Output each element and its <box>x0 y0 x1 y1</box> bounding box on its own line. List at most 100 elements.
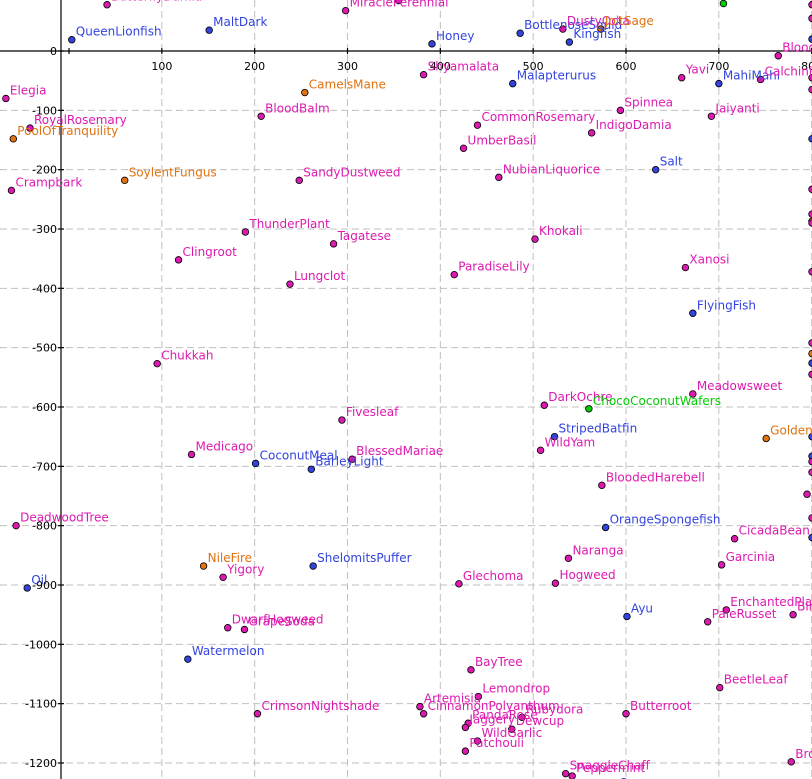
data-point[interactable] <box>174 256 183 264</box>
data-point[interactable] <box>253 710 262 718</box>
data-point[interactable] <box>341 6 350 15</box>
data-point[interactable] <box>808 432 812 441</box>
data-point[interactable] <box>717 561 726 569</box>
data-point[interactable] <box>219 573 227 581</box>
data-point[interactable] <box>623 612 631 621</box>
data-point[interactable] <box>419 710 428 718</box>
data-point[interactable] <box>474 692 483 701</box>
data-point[interactable] <box>540 401 549 409</box>
data-point[interactable] <box>419 71 428 79</box>
data-point[interactable] <box>808 74 812 82</box>
data-point[interactable] <box>585 405 593 413</box>
data-point[interactable] <box>187 450 196 459</box>
data-point[interactable] <box>808 533 812 542</box>
data-point[interactable] <box>26 124 34 132</box>
data-point[interactable] <box>803 490 811 498</box>
data-point[interactable] <box>689 390 697 398</box>
data-point[interactable] <box>568 772 576 779</box>
data-point[interactable] <box>564 554 573 562</box>
data-point[interactable] <box>808 349 812 358</box>
data-point[interactable] <box>461 723 470 732</box>
data-point[interactable] <box>722 606 730 614</box>
data-point[interactable] <box>616 106 625 115</box>
data-point[interactable] <box>561 769 570 778</box>
data-point[interactable] <box>808 219 812 227</box>
data-point[interactable] <box>295 176 303 185</box>
data-point[interactable] <box>808 370 812 379</box>
data-point[interactable] <box>689 309 697 317</box>
data-point[interactable] <box>455 580 463 588</box>
data-point[interactable] <box>808 339 812 347</box>
data-point[interactable] <box>808 1 812 9</box>
data-point[interactable] <box>301 88 309 97</box>
data-point[interactable] <box>459 144 468 153</box>
data-point[interactable] <box>450 270 458 279</box>
data-point[interactable] <box>707 112 716 120</box>
data-point[interactable] <box>12 521 20 530</box>
data-point[interactable] <box>808 210 812 218</box>
data-point[interactable] <box>509 79 517 88</box>
data-point[interactable] <box>565 38 574 46</box>
data-point[interactable] <box>153 359 161 368</box>
data-point[interactable] <box>808 85 812 94</box>
data-point[interactable] <box>808 457 812 466</box>
data-point[interactable] <box>516 29 524 37</box>
data-point[interactable] <box>7 186 16 195</box>
data-point[interactable] <box>808 514 812 522</box>
data-point[interactable] <box>808 359 812 367</box>
data-point[interactable] <box>518 713 526 722</box>
data-point[interactable] <box>338 416 346 424</box>
data-point[interactable] <box>495 173 503 182</box>
data-point[interactable] <box>508 725 516 733</box>
data-point[interactable] <box>808 14 812 23</box>
data-point[interactable] <box>678 73 686 82</box>
data-point[interactable] <box>199 562 208 570</box>
data-point[interactable] <box>473 737 482 745</box>
data-point[interactable] <box>473 121 482 129</box>
data-point[interactable] <box>808 468 812 476</box>
data-point[interactable] <box>309 562 317 570</box>
data-point[interactable] <box>536 446 545 455</box>
data-point[interactable] <box>257 112 265 120</box>
data-point[interactable] <box>808 35 812 43</box>
data-point[interactable] <box>756 75 765 84</box>
data-point[interactable] <box>551 579 560 587</box>
data-point[interactable] <box>716 683 724 692</box>
data-point[interactable] <box>23 584 31 592</box>
data-point[interactable] <box>2 94 10 103</box>
data-point[interactable] <box>184 655 192 663</box>
data-point[interactable] <box>461 747 470 755</box>
data-point[interactable] <box>808 135 812 143</box>
data-point[interactable] <box>416 702 424 711</box>
data-point[interactable] <box>428 40 436 48</box>
data-point[interactable] <box>587 129 596 137</box>
data-point[interactable] <box>241 228 250 236</box>
data-point[interactable] <box>703 618 712 626</box>
data-point[interactable] <box>652 165 660 174</box>
data-point[interactable] <box>68 36 76 44</box>
data-point[interactable] <box>120 176 129 185</box>
data-point[interactable] <box>329 240 338 248</box>
data-point[interactable] <box>307 465 315 473</box>
data-point[interactable] <box>808 268 812 276</box>
data-point[interactable] <box>531 235 539 243</box>
data-point[interactable] <box>622 710 630 718</box>
data-point[interactable] <box>601 523 610 532</box>
data-point[interactable] <box>774 52 782 60</box>
data-point[interactable] <box>251 459 260 468</box>
data-point[interactable] <box>808 452 812 460</box>
data-point[interactable] <box>240 625 249 634</box>
data-point[interactable] <box>550 432 559 441</box>
data-point[interactable] <box>286 280 294 288</box>
data-point[interactable] <box>762 434 770 443</box>
data-point[interactable] <box>467 666 475 674</box>
data-point[interactable] <box>103 1 111 9</box>
data-point[interactable] <box>719 0 728 8</box>
data-point[interactable] <box>715 79 723 88</box>
data-point[interactable] <box>224 624 232 632</box>
data-point[interactable] <box>597 25 605 33</box>
data-point[interactable] <box>205 26 213 34</box>
data-point[interactable] <box>394 0 403 5</box>
data-point[interactable] <box>9 135 17 143</box>
data-point[interactable] <box>559 25 567 33</box>
